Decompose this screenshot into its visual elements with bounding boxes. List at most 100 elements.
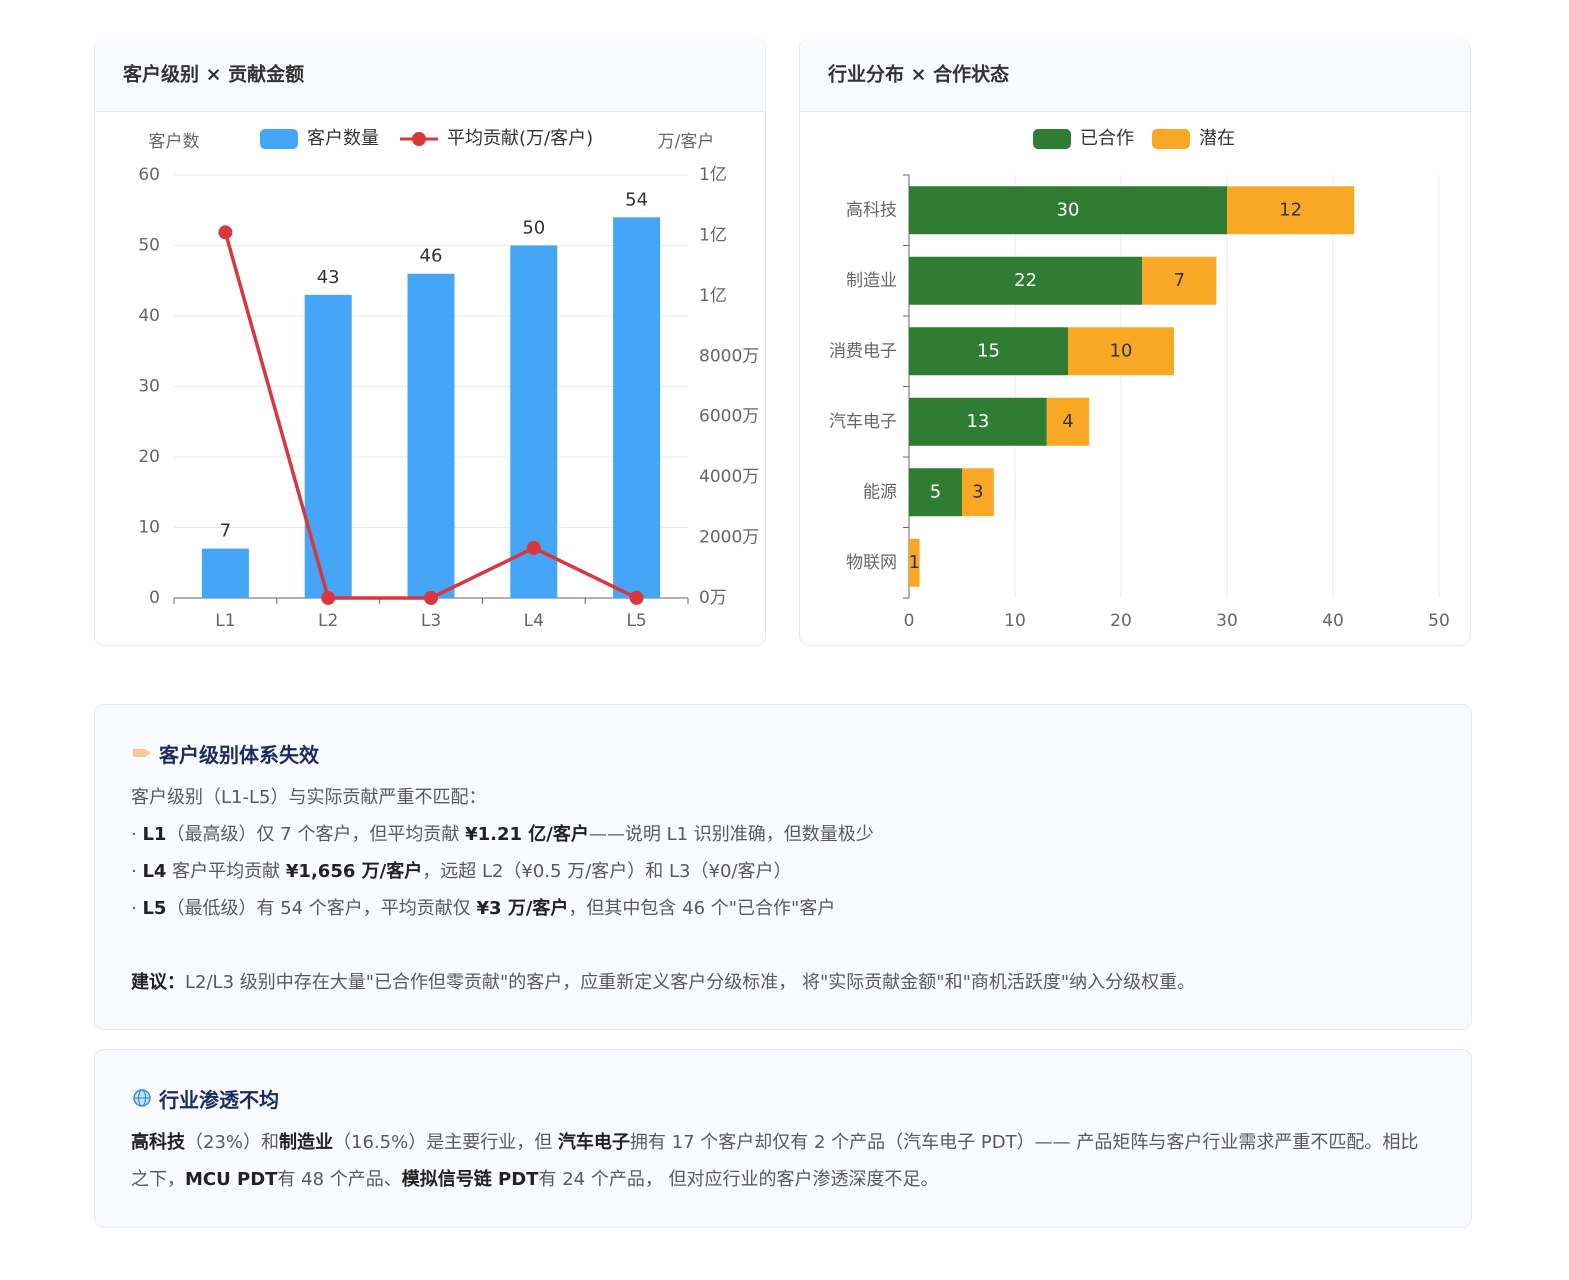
- x-tick-label: L4: [524, 611, 544, 631]
- y-tick-label: 物联网: [846, 553, 897, 573]
- bar-segment: [909, 186, 1227, 235]
- segment-label: 3: [972, 481, 983, 502]
- charts: 客户级别 × 贡献金额 行业分布 × 合作状态 客户数 万/客户010203040…: [94, 38, 1471, 646]
- bar-segment: [1068, 327, 1174, 376]
- segment-label: 1: [909, 552, 920, 573]
- y-tick-label: 消费电子: [829, 341, 897, 361]
- card-heading: 行业渗透不均: [131, 1080, 1435, 1116]
- y-tick-label: 汽车电子: [829, 412, 897, 432]
- segment-label: 22: [1014, 270, 1037, 291]
- bar: [510, 245, 558, 598]
- y-tick-label: 40: [138, 306, 160, 326]
- bold-text: 模拟信号链 PDT: [401, 1169, 539, 1190]
- bold-text: 制造业: [279, 1132, 334, 1153]
- insight-card: 行业渗透不均 高科技（23%）和制造业（16.5%）是主要行业，但 汽车电子拥有…: [94, 1049, 1472, 1228]
- card-heading: 客户级别体系失效: [131, 735, 1435, 771]
- text: ·: [131, 898, 143, 919]
- chart-title: 行业分布 × 合作状态: [827, 63, 1009, 86]
- card-title: 行业渗透不均: [159, 1087, 279, 1112]
- bar: [304, 294, 352, 598]
- bold-text: ¥1,656 万/客户: [285, 861, 423, 882]
- card-title: 客户级别体系失效: [159, 742, 319, 767]
- y2-tick-label: 6000万: [699, 407, 759, 427]
- y2-tick-label: 4000万: [699, 467, 759, 487]
- text: ·: [131, 824, 143, 845]
- x-tick-label: 50: [1428, 611, 1450, 631]
- x-tick-label: 30: [1216, 611, 1238, 631]
- x-tick-label: 40: [1322, 611, 1344, 631]
- y-tick-label: 高科技: [846, 200, 897, 220]
- y-tick-label: 50: [138, 236, 160, 256]
- paragraph: · L1（最高级）仅 7 个客户，但平均贡献 ¥1.21 亿/客户——说明 L1…: [131, 816, 1435, 853]
- bold-text: L4: [142, 861, 167, 882]
- paragraph: · L5（最低级）有 54 个客户，平均贡献仅 ¥3 万/客户，但其中包含 46…: [131, 890, 1435, 927]
- y2-tick-label: 1亿: [699, 286, 727, 306]
- y2-tick-label: 8000万: [699, 346, 759, 366]
- line-point: [629, 590, 644, 605]
- legend-swatch: [260, 129, 298, 149]
- text: （最低级）有 54 个客户，平均贡献仅: [166, 898, 477, 919]
- card-header: [95, 38, 765, 111]
- text: ——说明 L1 识别准确，但数量极少: [588, 824, 874, 845]
- bar-segment: [1227, 186, 1355, 235]
- bar-value-label: 43: [317, 267, 340, 288]
- bar-value-label: 46: [420, 246, 443, 267]
- bar-segment: [909, 468, 962, 517]
- x-tick-label: 10: [1004, 611, 1026, 631]
- y2-tick-label: 2000万: [699, 528, 759, 548]
- paragraph: 建议：L2/L3 级别中存在大量"已合作但零贡献"的客户，应重新定义客户分级标准…: [131, 964, 1435, 1001]
- y-tick-label: 60: [138, 165, 160, 185]
- bold-text: ¥1.21 亿/客户: [465, 824, 589, 845]
- y-tick-label: 30: [138, 377, 160, 397]
- legend-swatch: [1033, 129, 1071, 149]
- insight-card: 客户级别体系失效 客户级别（L1-L5）与实际贡献严重不匹配： · L1（最高级）…: [94, 704, 1472, 1030]
- axis-name: 万/客户: [658, 132, 715, 152]
- text: 有 24 个产品， 但对应行业的客户渗透深度不足。: [538, 1169, 939, 1190]
- paragraph: 客户级别（L1-L5）与实际贡献严重不匹配：: [131, 779, 1435, 816]
- line-point: [424, 591, 438, 605]
- bar: [407, 273, 455, 598]
- text: 客户平均贡献: [166, 861, 286, 882]
- bar-segment: [1142, 256, 1217, 305]
- legend-label: 已合作: [1080, 128, 1134, 149]
- y-tick-label: 能源: [863, 482, 897, 502]
- bold-text: MCU PDT: [185, 1169, 278, 1190]
- segment-label: 4: [1062, 411, 1073, 432]
- text: （最高级）仅 7 个客户，但平均贡献: [166, 824, 466, 845]
- bar: [613, 217, 661, 599]
- paragraph: · L4 客户平均贡献 ¥1,656 万/客户，远超 L2（¥0.5 万/客户）…: [131, 853, 1435, 890]
- segment-label: 30: [1057, 199, 1080, 220]
- bar-segment: [962, 468, 994, 517]
- bold-text: 建议：: [131, 972, 185, 993]
- bar-segment: [909, 327, 1068, 376]
- legend-swatch: [1152, 129, 1190, 149]
- text: ，但其中包含 46 个"已合作"客户: [568, 898, 836, 919]
- text: ，远超 L2（¥0.5 万/客户）和 L3（¥0/客户）: [422, 861, 792, 882]
- tag-icon: [133, 749, 151, 757]
- bold-text: L5: [142, 898, 167, 919]
- text: 客户级别（L1-L5）与实际贡献严重不匹配：: [131, 787, 487, 808]
- segment-label: 10: [1110, 340, 1133, 361]
- legend-label: 潜在: [1199, 128, 1235, 149]
- text: （16.5%）是主要行业，但: [333, 1132, 558, 1153]
- bold-text: 汽车电子: [557, 1132, 630, 1153]
- text: L2/L3 级别中存在大量"已合作但零贡献"的客户，应重新定义客户分级标准， 将…: [185, 972, 1196, 993]
- segment-label: 12: [1279, 199, 1302, 220]
- y-tick-label: 10: [138, 518, 160, 538]
- segment-label: 15: [977, 340, 1000, 361]
- y-tick-label: 制造业: [846, 271, 897, 291]
- bar-segment: [909, 397, 1047, 446]
- y2-tick-label: 1亿: [699, 165, 727, 185]
- bold-text: ¥3 万/客户: [476, 898, 569, 919]
- bar-segment: [1046, 397, 1090, 446]
- axis-name: 客户数: [149, 132, 200, 152]
- paragraph: 高科技（23%）和制造业（16.5%）是主要行业，但 汽车电子拥有 17 个客户…: [131, 1124, 1435, 1198]
- segment-label: 13: [966, 411, 989, 432]
- bar-segment: [909, 256, 1143, 305]
- text: 有 48 个产品、: [277, 1169, 402, 1190]
- text: ·: [131, 861, 143, 882]
- text: 拥有 17 个客户却仅有 2 个产品（汽车电子 PDT）—— 产品矩阵与客户行业…: [131, 1132, 1419, 1190]
- x-tick-label: L1: [215, 611, 235, 631]
- x-tick-label: L3: [421, 611, 441, 631]
